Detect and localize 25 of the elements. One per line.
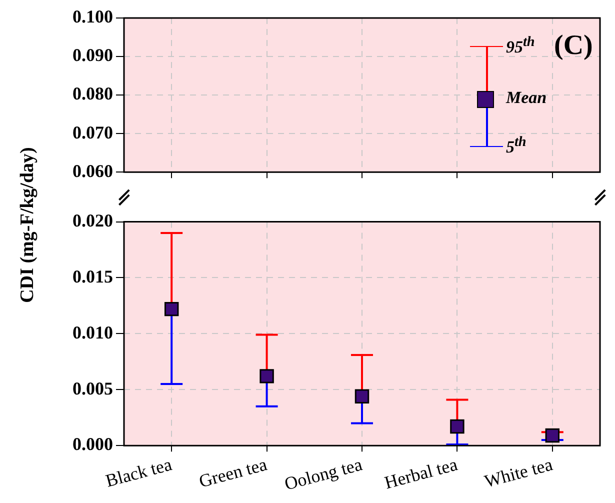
y-tick-label: 0.015 — [72, 266, 113, 286]
y-tick-label: 0.005 — [72, 378, 113, 398]
x-tick-label: Black tea — [104, 454, 174, 491]
x-tick-label: White tea — [482, 454, 555, 492]
x-tick-label: Green tea — [196, 454, 270, 492]
y-tick-label: 0.020 — [72, 210, 113, 230]
annotation: (C) — [554, 30, 593, 62]
y-tick-label: 0.080 — [72, 84, 113, 104]
x-tick-label: Herbal tea — [382, 454, 460, 493]
point — [164, 302, 179, 316]
y-tick-label: 0.000 — [72, 434, 113, 454]
annotation: Mean — [506, 88, 547, 108]
point — [354, 389, 370, 404]
point — [450, 419, 464, 434]
y-axis-title: CDI (mg-F/kg/day) — [17, 147, 39, 303]
annotation: 5$^{th}$ — [506, 134, 526, 158]
annotation: 95$^{th}$ — [506, 34, 535, 58]
y-tick-label: 0.100 — [72, 6, 113, 27]
y-tick-label: 0.010 — [72, 322, 113, 342]
y-tick-label: 0.070 — [72, 122, 113, 142]
y-tick-label: 0.090 — [72, 45, 113, 66]
x-tick-label: Oolong tea — [282, 454, 364, 494]
point — [260, 369, 274, 384]
point — [545, 428, 560, 443]
y-tick-label: 0.060 — [72, 160, 113, 181]
